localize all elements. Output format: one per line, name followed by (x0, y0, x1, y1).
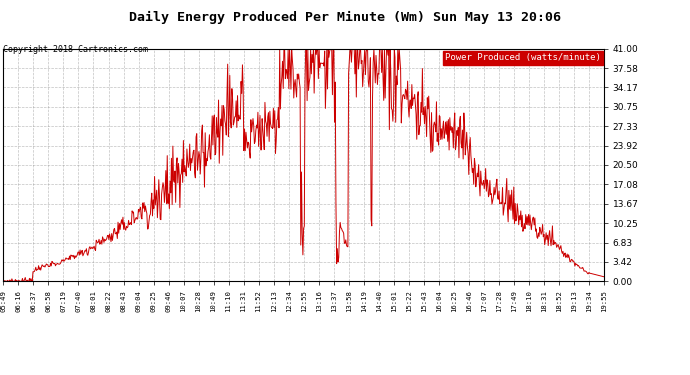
Text: Copyright 2018 Cartronics.com: Copyright 2018 Cartronics.com (3, 45, 148, 54)
Text: Daily Energy Produced Per Minute (Wm) Sun May 13 20:06: Daily Energy Produced Per Minute (Wm) Su… (129, 11, 561, 24)
Text: Power Produced (watts/minute): Power Produced (watts/minute) (445, 53, 601, 62)
